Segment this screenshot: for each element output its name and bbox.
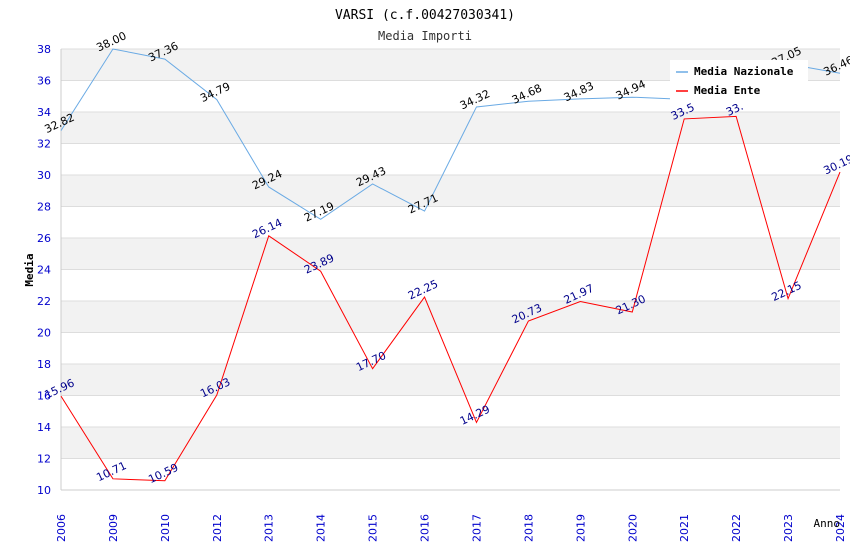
y-tick-label: 26 bbox=[37, 232, 51, 245]
plot-band bbox=[61, 395, 840, 427]
x-tick-label: 2019 bbox=[574, 514, 587, 542]
x-tick-label: 2021 bbox=[678, 514, 691, 542]
y-axis-label: Media bbox=[23, 253, 36, 286]
x-tick-label: 2018 bbox=[522, 514, 535, 542]
y-tick-label: 10 bbox=[37, 484, 51, 497]
y-tick-label: 12 bbox=[37, 453, 51, 466]
plot-band bbox=[61, 175, 840, 207]
plot-band bbox=[61, 269, 840, 301]
series-line-media-ente bbox=[60, 115, 841, 482]
x-tick-label: 2014 bbox=[315, 514, 328, 542]
x-tick-label: 2010 bbox=[159, 514, 172, 542]
plot-band bbox=[61, 458, 840, 490]
x-tick-label: 2017 bbox=[470, 514, 483, 542]
x-tick-label: 2013 bbox=[263, 514, 276, 542]
x-tick-label: 2024 bbox=[834, 514, 847, 542]
x-tick-label: 2020 bbox=[626, 514, 639, 542]
gridlines bbox=[60, 48, 840, 491]
x-tick-label: 2006 bbox=[55, 514, 68, 542]
x-axis-ticks: 2006 2009 2010 2012 2013 2014 2015 2016 2017 2018… bbox=[55, 514, 847, 542]
x-tick-label: 2023 bbox=[782, 514, 795, 542]
plot-band bbox=[61, 301, 840, 333]
x-tick-label: 2022 bbox=[730, 514, 743, 542]
x-tick-label: 2015 bbox=[367, 514, 380, 542]
x-tick-label: 2009 bbox=[107, 514, 120, 542]
y-tick-label: 34 bbox=[37, 106, 51, 119]
legend: Media Nazionale Media Ente bbox=[670, 60, 808, 101]
plot-band bbox=[61, 427, 840, 459]
y-tick-label: 36 bbox=[37, 75, 51, 88]
y-axis-ticks: 10 12 14 16 18 20 22 24 26 28 30 32 34 36 38 bbox=[37, 43, 51, 497]
y-tick-label: 20 bbox=[37, 327, 51, 340]
legend-label-nazionale: Media Nazionale bbox=[694, 65, 794, 78]
y-tick-label: 14 bbox=[37, 421, 51, 434]
x-tick-label: 2012 bbox=[211, 514, 224, 542]
plot-band bbox=[61, 364, 840, 396]
plot-band bbox=[61, 206, 840, 238]
x-tick-label: 2016 bbox=[419, 514, 432, 542]
y-tick-label: 38 bbox=[37, 43, 51, 56]
y-tick-label: 30 bbox=[37, 169, 51, 182]
chart-title: VARSI (c.f.00427030341) bbox=[335, 8, 515, 23]
y-tick-label: 16 bbox=[37, 390, 51, 403]
legend-box bbox=[670, 60, 808, 101]
plot-band bbox=[61, 238, 840, 270]
y-tick-label: 18 bbox=[37, 358, 51, 371]
y-tick-label: 28 bbox=[37, 201, 51, 214]
chart-subtitle: Media Importi bbox=[378, 29, 472, 43]
y-tick-label: 32 bbox=[37, 138, 51, 151]
y-tick-label: 22 bbox=[37, 295, 51, 308]
legend-label-ente: Media Ente bbox=[694, 84, 761, 97]
y-tick-label: 24 bbox=[37, 264, 51, 277]
x-axis-label: Anno bbox=[814, 517, 841, 530]
